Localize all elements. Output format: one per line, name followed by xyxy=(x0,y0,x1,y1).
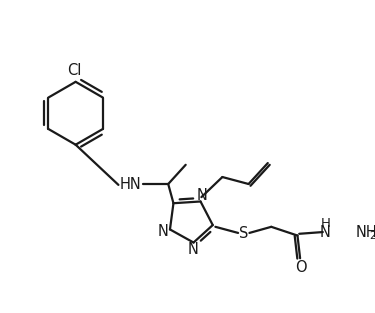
Text: Cl: Cl xyxy=(68,63,82,78)
Text: N: N xyxy=(158,224,168,239)
Text: S: S xyxy=(238,226,248,241)
Text: N: N xyxy=(197,188,208,203)
Text: O: O xyxy=(295,260,307,275)
Text: N: N xyxy=(188,242,199,257)
Text: NH: NH xyxy=(356,224,375,239)
Text: H: H xyxy=(321,217,330,230)
Text: N: N xyxy=(320,224,331,239)
Text: 2: 2 xyxy=(369,231,375,241)
Text: HN: HN xyxy=(120,177,141,192)
